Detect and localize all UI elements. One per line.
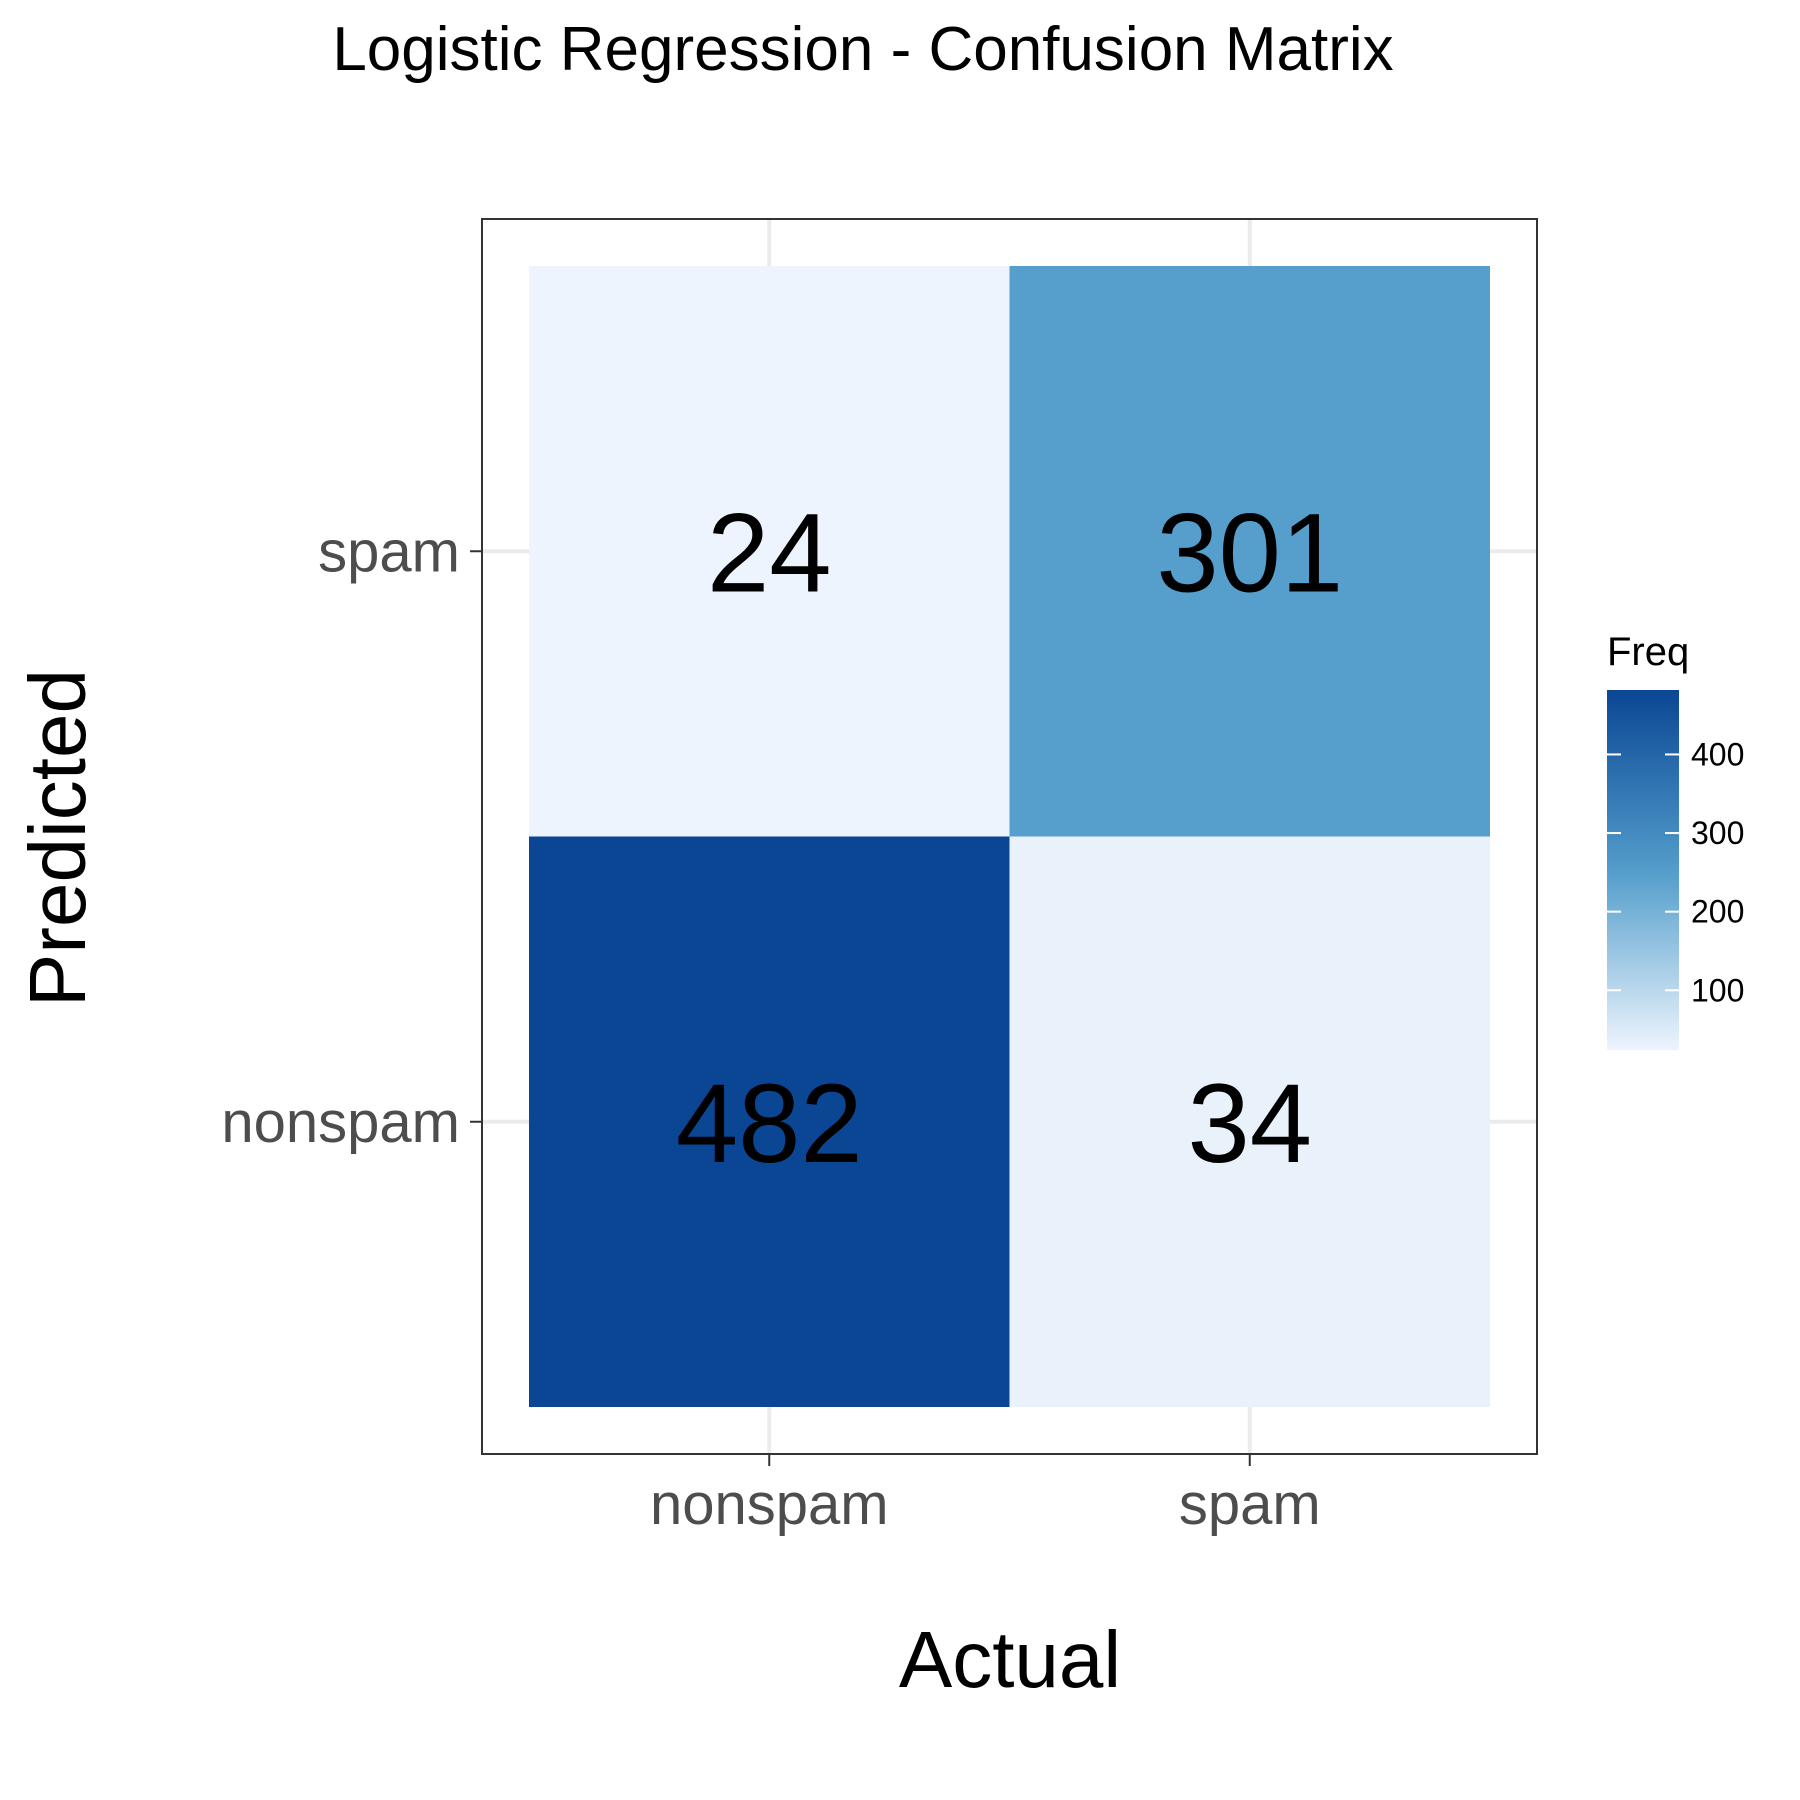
legend-tick-label: 300 [1691, 815, 1744, 851]
color-legend: Freq 100 200 300 400 [1607, 630, 1744, 1050]
y-tick-label: spam [318, 519, 460, 584]
cell-value-label: 24 [707, 490, 832, 615]
legend-colorbar [1607, 690, 1679, 1050]
cell-value-label: 482 [676, 1061, 863, 1186]
plot-panel: 24 301 482 34 nonspam spam nonspam spam [221, 218, 1538, 1537]
heatmap-cell-nonspam-spam [1009, 836, 1490, 1407]
cell-value-label: 34 [1187, 1061, 1312, 1186]
x-axis-title: Actual [899, 1615, 1121, 1704]
panel-border [481, 218, 1538, 1455]
legend-tick-label: 100 [1691, 972, 1744, 1008]
cell-value-label: 301 [1156, 490, 1343, 615]
legend-tick-label: 200 [1691, 894, 1744, 930]
chart-title: Logistic Regression - Confusion Matrix [332, 15, 1393, 84]
y-axis-title: Predicted [13, 669, 102, 1007]
x-tick-label: spam [1179, 1472, 1321, 1537]
x-tick-label: nonspam [650, 1472, 889, 1537]
heatmap-cell-spam-spam [1009, 266, 1490, 837]
legend-tick-label: 400 [1691, 736, 1744, 772]
legend-title: Freq [1607, 630, 1689, 674]
heatmap-cell-nonspam-nonspam [529, 836, 1010, 1407]
heatmap-cell-spam-nonspam [529, 266, 1010, 837]
y-tick-label: nonspam [221, 1090, 460, 1155]
